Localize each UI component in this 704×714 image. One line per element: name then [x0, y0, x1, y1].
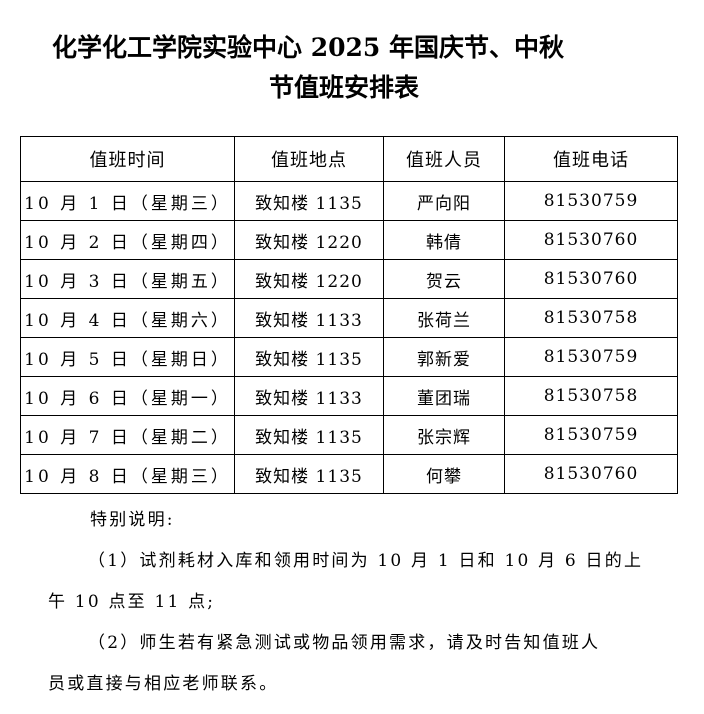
table-row: 10 月 2 日（星期四） 致知楼 1220 韩倩 81530760	[20, 220, 678, 260]
cell-phone: 81530760	[504, 454, 678, 494]
cell-location: 致知楼 1135	[234, 454, 384, 494]
cell-location: 致知楼 1135	[234, 415, 384, 455]
cell-person: 张荷兰	[383, 298, 505, 338]
cell-time: 10 月 7 日（星期二）	[20, 415, 235, 455]
table-row: 10 月 5 日（星期日） 致知楼 1135 郭新爱 81530759	[20, 337, 678, 377]
note-1-line-1: （1）试剂耗材入库和领用时间为 10 月 1 日和 10 月 6 日的上	[88, 551, 644, 571]
cell-person: 何攀	[383, 454, 505, 494]
duty-schedule-table: 值班时间 值班地点 值班人员 值班电话 10 月 1 日（星期三） 致知楼 113…	[20, 136, 678, 494]
cell-time: 10 月 5 日（星期日）	[20, 337, 235, 377]
header-phone: 值班电话	[504, 136, 678, 182]
cell-time: 10 月 6 日（星期一）	[20, 376, 235, 416]
cell-phone: 81530760	[504, 259, 678, 299]
cell-phone: 81530759	[504, 181, 678, 221]
page-title-line2: 节值班安排表	[268, 73, 419, 102]
table-row: 10 月 6 日（星期一） 致知楼 1133 董团瑞 81530758	[20, 376, 678, 416]
notes-heading: 特别说明:	[90, 510, 175, 530]
table-row: 10 月 7 日（星期二） 致知楼 1135 张宗辉 81530759	[20, 415, 678, 455]
cell-time: 10 月 2 日（星期四）	[20, 220, 235, 260]
cell-location: 致知楼 1135	[234, 337, 384, 377]
cell-location: 致知楼 1220	[234, 259, 384, 299]
cell-time: 10 月 1 日（星期三）	[20, 181, 235, 221]
cell-location: 致知楼 1135	[234, 181, 384, 221]
cell-phone: 81530758	[504, 298, 678, 338]
cell-person: 张宗辉	[383, 415, 505, 455]
table-row: 10 月 4 日（星期六） 致知楼 1133 张荷兰 81530758	[20, 298, 678, 338]
table-row: 10 月 8 日（星期三） 致知楼 1135 何攀 81530760	[20, 454, 678, 494]
cell-location: 致知楼 1133	[234, 376, 384, 416]
cell-person: 贺云	[383, 259, 505, 299]
cell-phone: 81530759	[504, 415, 678, 455]
cell-phone: 81530758	[504, 376, 678, 416]
header-person: 值班人员	[383, 136, 505, 182]
header-time: 值班时间	[20, 136, 235, 182]
header-location: 值班地点	[234, 136, 384, 182]
cell-location: 致知楼 1133	[234, 298, 384, 338]
note-2-line-2: 员或直接与相应老师联系。	[48, 674, 279, 694]
note-2-line-1: （2）师生若有紧急测试或物品领用需求，请及时告知值班人	[88, 633, 601, 653]
page-title-line1: 化学化工学院实验中心 2025 年国庆节、中秋	[52, 33, 564, 62]
table-row: 10 月 1 日（星期三） 致知楼 1135 严向阳 81530759	[20, 181, 678, 221]
cell-time: 10 月 4 日（星期六）	[20, 298, 235, 338]
cell-time: 10 月 8 日（星期三）	[20, 454, 235, 494]
cell-location: 致知楼 1220	[234, 220, 384, 260]
table-row: 10 月 3 日（星期五） 致知楼 1220 贺云 81530760	[20, 259, 678, 299]
cell-person: 韩倩	[383, 220, 505, 260]
cell-phone: 81530759	[504, 337, 678, 377]
table-header-row: 值班时间 值班地点 值班人员 值班电话	[20, 136, 678, 182]
cell-person: 董团瑞	[383, 376, 505, 416]
note-1-line-2: 午 10 点至 11 点;	[48, 592, 216, 612]
cell-time: 10 月 3 日（星期五）	[20, 259, 235, 299]
cell-person: 郭新爱	[383, 337, 505, 377]
cell-person: 严向阳	[383, 181, 505, 221]
cell-phone: 81530760	[504, 220, 678, 260]
